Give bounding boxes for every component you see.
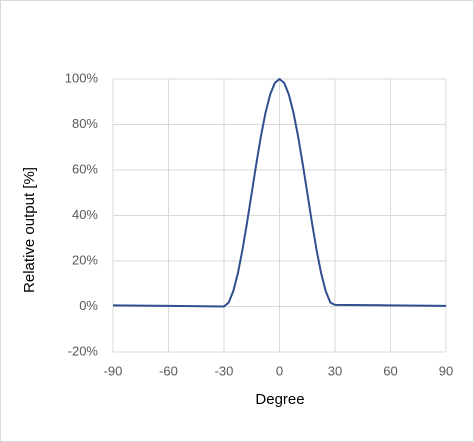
x-tick-label: 60	[383, 363, 397, 378]
y-tick-label: -20%	[68, 343, 99, 358]
y-tick-label: 80%	[72, 116, 98, 131]
y-tick-label: 0%	[79, 298, 98, 313]
x-tick-label: -60	[159, 363, 178, 378]
data-line	[112, 78, 447, 308]
y-tick-label: 100%	[65, 70, 99, 85]
x-tick-label: -30	[215, 363, 234, 378]
x-tick-label: 90	[439, 363, 453, 378]
y-tick-label: 60%	[72, 161, 98, 176]
y-tick-label: 40%	[72, 207, 98, 222]
x-tick-label: 0	[276, 363, 283, 378]
y-tick-label: 20%	[72, 252, 98, 267]
x-tick-label: 30	[328, 363, 342, 378]
x-axis-label: Degree	[255, 391, 304, 408]
x-tick-label: -90	[104, 363, 123, 378]
y-axis-label: Relative output [%]	[21, 167, 38, 293]
